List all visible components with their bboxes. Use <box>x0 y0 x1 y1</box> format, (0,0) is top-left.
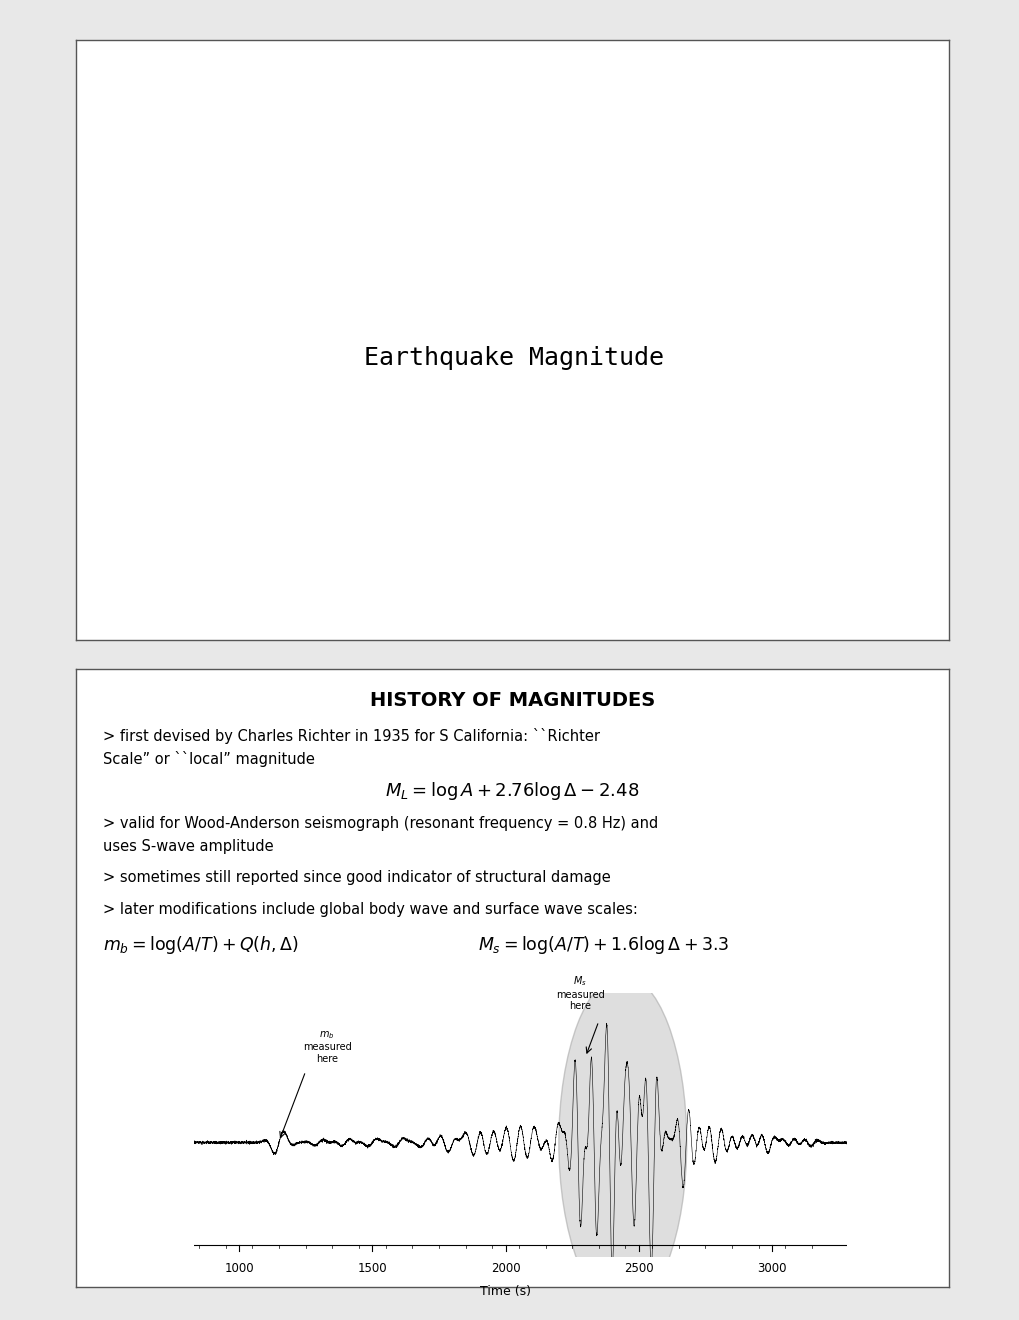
Text: Earthquake Magnitude: Earthquake Magnitude <box>364 346 663 370</box>
Ellipse shape <box>558 975 686 1309</box>
Text: 1000: 1000 <box>224 1262 254 1275</box>
Text: HISTORY OF MAGNITUDES: HISTORY OF MAGNITUDES <box>370 690 654 710</box>
Text: $M_s = \log(A/T) + 1.6\log\Delta + 3.3$: $M_s = \log(A/T) + 1.6\log\Delta + 3.3$ <box>477 933 729 956</box>
Text: 1500: 1500 <box>357 1262 387 1275</box>
Text: > first devised by Charles Richter in 1935 for S California: ``Richter: > first devised by Charles Richter in 19… <box>103 727 599 744</box>
Text: $m_b = \log(A/T) + Q(h, \Delta)$: $m_b = \log(A/T) + Q(h, \Delta)$ <box>103 933 299 956</box>
Text: > sometimes still reported since good indicator of structural damage: > sometimes still reported since good in… <box>103 870 609 884</box>
Text: $M_s$
measured
here: $M_s$ measured here <box>555 974 604 1011</box>
Text: 2000: 2000 <box>490 1262 520 1275</box>
Text: Scale” or ``local” magnitude: Scale” or ``local” magnitude <box>103 751 314 767</box>
Text: > valid for Wood-Anderson seismograph (resonant frequency = 0.8 Hz) and: > valid for Wood-Anderson seismograph (r… <box>103 816 657 832</box>
Text: 2500: 2500 <box>624 1262 653 1275</box>
Text: 3000: 3000 <box>756 1262 786 1275</box>
Text: $m_b$
measured
here: $m_b$ measured here <box>303 1030 352 1064</box>
Text: > later modifications include global body wave and surface wave scales:: > later modifications include global bod… <box>103 902 637 916</box>
Text: Time (s): Time (s) <box>480 1286 531 1298</box>
Text: uses S-wave amplitude: uses S-wave amplitude <box>103 838 273 854</box>
Text: $M_L = \log A + 2.76\log\Delta - 2.48$: $M_L = \log A + 2.76\log\Delta - 2.48$ <box>385 780 639 803</box>
